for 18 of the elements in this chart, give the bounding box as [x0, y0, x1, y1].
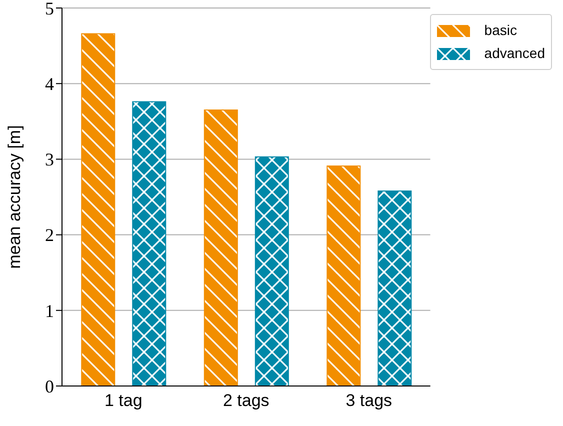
y-tick-label: 2	[45, 225, 54, 246]
legend-label: basic	[484, 21, 517, 40]
bar	[81, 33, 116, 386]
x-tick-label: 3 tags	[346, 391, 392, 410]
bar	[378, 190, 412, 386]
bar	[204, 110, 238, 386]
y-axis-title: mean accuracy [m]	[5, 125, 24, 269]
bar	[132, 101, 166, 386]
bar	[326, 166, 361, 386]
x-tick-label: 2 tags	[222, 391, 270, 410]
x-tick-label: 1 tag	[104, 391, 142, 410]
y-tick-label: 0	[45, 376, 54, 396]
y-tick-label: 4	[45, 74, 54, 94]
y-tick-label: 5	[45, 0, 54, 18]
bar	[254, 156, 289, 386]
legend-label: advanced	[484, 44, 545, 63]
y-tick-label: 1	[45, 300, 54, 321]
y-tick-label: 3	[45, 150, 54, 170]
